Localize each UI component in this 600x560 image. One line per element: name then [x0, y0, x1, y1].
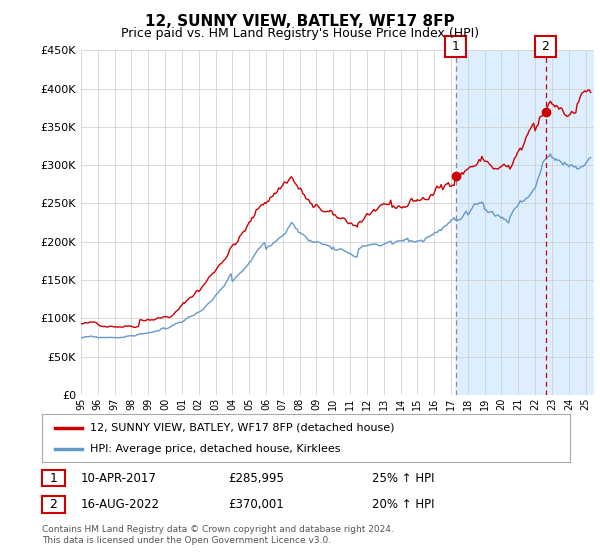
Text: HPI: Average price, detached house, Kirklees: HPI: Average price, detached house, Kirk…: [89, 444, 340, 454]
Text: £370,001: £370,001: [228, 498, 284, 511]
Text: £285,995: £285,995: [228, 472, 284, 485]
Text: 10-APR-2017: 10-APR-2017: [81, 472, 157, 485]
Text: 2: 2: [49, 498, 58, 511]
Text: 16-AUG-2022: 16-AUG-2022: [81, 498, 160, 511]
Text: 25% ↑ HPI: 25% ↑ HPI: [372, 472, 434, 485]
Text: 1: 1: [452, 40, 460, 53]
Text: 12, SUNNY VIEW, BATLEY, WF17 8FP (detached house): 12, SUNNY VIEW, BATLEY, WF17 8FP (detach…: [89, 423, 394, 433]
Bar: [455, 50, 594, 395]
Text: 2: 2: [542, 40, 550, 53]
Text: 12, SUNNY VIEW, BATLEY, WF17 8FP: 12, SUNNY VIEW, BATLEY, WF17 8FP: [145, 14, 455, 29]
Text: Contains HM Land Registry data © Crown copyright and database right 2024.
This d: Contains HM Land Registry data © Crown c…: [42, 525, 394, 545]
Text: 1: 1: [49, 472, 58, 485]
Text: 20% ↑ HPI: 20% ↑ HPI: [372, 498, 434, 511]
Text: Price paid vs. HM Land Registry's House Price Index (HPI): Price paid vs. HM Land Registry's House …: [121, 27, 479, 40]
